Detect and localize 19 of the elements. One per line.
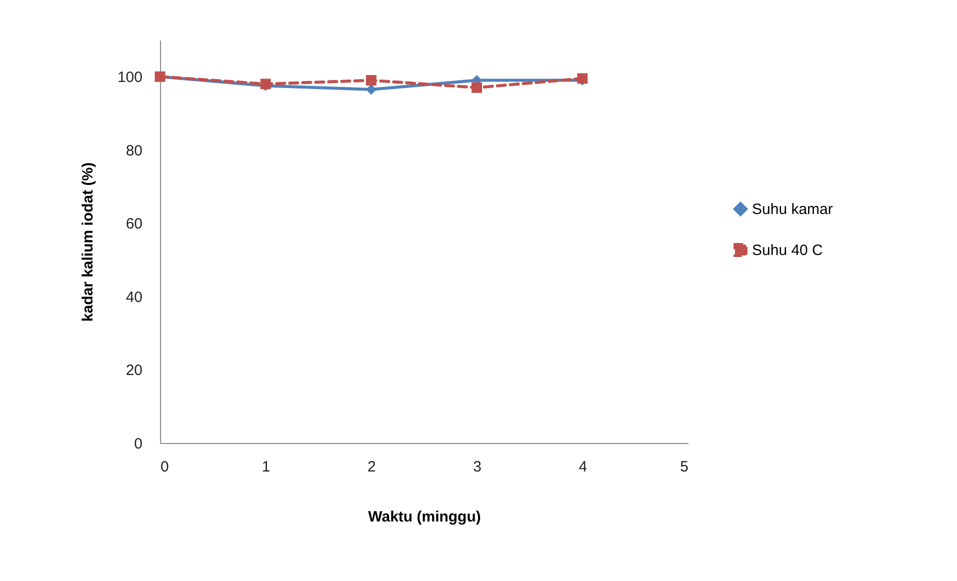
x-tick-label: 5 — [680, 458, 688, 476]
point — [366, 75, 376, 86]
x-tick-label: 3 — [473, 458, 482, 476]
legend-label: Suhu 40 C — [752, 242, 824, 259]
x-tick-label: 2 — [368, 458, 376, 476]
y-tick-label: 80 — [126, 142, 142, 160]
y-axis-title: kadar kalium iodat (%) — [79, 162, 96, 322]
y-tick-label: 100 — [117, 69, 142, 86]
y-tick-label: 20 — [126, 362, 142, 380]
x-tick-label: 1 — [262, 458, 270, 476]
x-axis-title: Waktu (minggu) — [368, 508, 481, 526]
legend-label: Suhu kamar — [752, 201, 833, 218]
point — [366, 84, 376, 95]
y-tick-label: 60 — [126, 216, 142, 233]
y-tick-label: 0 — [134, 436, 142, 452]
point — [472, 82, 482, 93]
y-tick-label: 40 — [126, 288, 142, 306]
x-tick-label: 4 — [578, 458, 588, 476]
x-tick-label: 0 — [160, 458, 169, 476]
